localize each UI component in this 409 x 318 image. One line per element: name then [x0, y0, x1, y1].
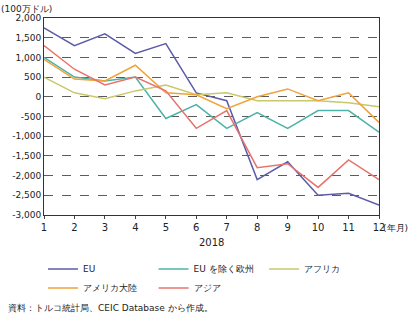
svg-text:資料：トルコ統計局、CEIC Database から作成。: 資料：トルコ統計局、CEIC Database から作成。 — [8, 303, 213, 313]
svg-text:3: 3 — [102, 222, 108, 233]
svg-text:-1,000: -1,000 — [12, 131, 41, 141]
svg-text:2,000: 2,000 — [15, 13, 41, 23]
svg-text:7: 7 — [224, 222, 230, 233]
svg-text:-500: -500 — [21, 112, 42, 122]
svg-text:EU を除く欧州: EU を除く欧州 — [194, 264, 254, 274]
svg-text:12: 12 — [373, 222, 386, 233]
svg-text:2018: 2018 — [199, 237, 224, 248]
svg-text:10: 10 — [312, 222, 325, 233]
svg-text:8: 8 — [254, 222, 260, 233]
svg-text:(100万ドル): (100万ドル) — [1, 4, 52, 14]
svg-text:アメリカ大陸: アメリカ大陸 — [83, 283, 137, 293]
svg-text:-3,000: -3,000 — [12, 210, 41, 220]
svg-text:EU: EU — [83, 264, 95, 274]
svg-text:2: 2 — [71, 222, 77, 233]
svg-text:-2,000: -2,000 — [12, 171, 41, 181]
svg-text:アジア: アジア — [194, 283, 221, 293]
svg-text:-1,500: -1,500 — [12, 151, 41, 161]
svg-text:(年月): (年月) — [383, 223, 408, 233]
svg-text:5: 5 — [163, 222, 169, 233]
svg-text:500: 500 — [24, 72, 41, 82]
svg-text:11: 11 — [342, 222, 355, 233]
svg-text:9: 9 — [284, 222, 290, 233]
svg-text:1: 1 — [41, 222, 47, 233]
svg-text:-2,500: -2,500 — [12, 190, 41, 200]
svg-text:6: 6 — [193, 222, 199, 233]
svg-text:アフリカ: アフリカ — [304, 264, 340, 274]
svg-text:1,000: 1,000 — [15, 53, 41, 63]
svg-text:0: 0 — [35, 92, 41, 102]
svg-text:1,500: 1,500 — [15, 33, 41, 43]
svg-text:4: 4 — [132, 222, 138, 233]
